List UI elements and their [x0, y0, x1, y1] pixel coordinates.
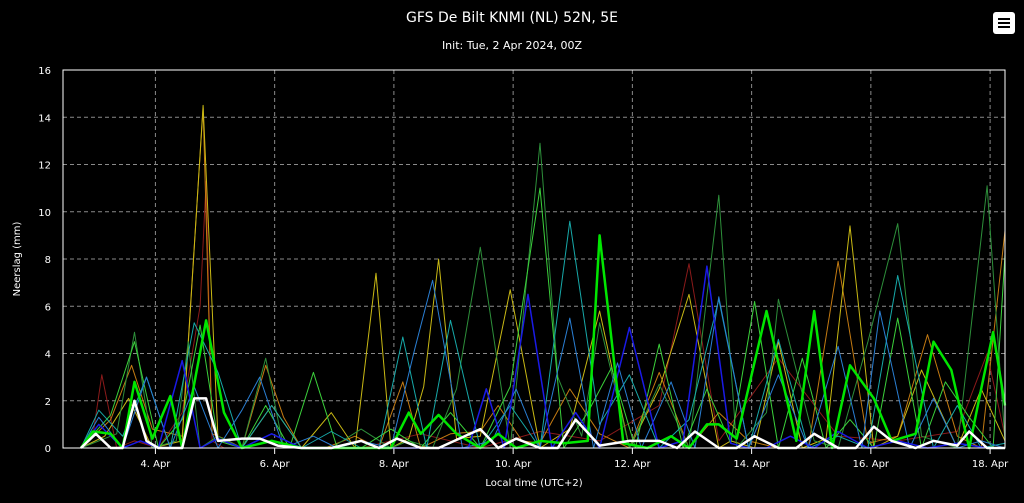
chart-menu-button[interactable]: [993, 12, 1015, 34]
series-group: [79, 104, 1007, 450]
series-line-5: [80, 187, 1006, 449]
x-tick-label: 4. Apr: [140, 459, 171, 470]
y-tick-label: 16: [38, 66, 51, 77]
y-tick-label: 2: [45, 397, 51, 408]
x-tick-label: 14. Apr: [733, 459, 770, 470]
series-line-9: [79, 234, 1007, 450]
chart-subtitle: Init: Tue, 2 Apr 2024, 00Z: [441, 39, 583, 52]
x-tick-label: 6. Apr: [260, 459, 291, 470]
y-tick-label: 10: [38, 208, 51, 219]
series-line-10: [80, 397, 1005, 450]
series-line-8: [80, 265, 1005, 449]
series-line-4: [80, 142, 1006, 449]
x-axis-title: Local time (UTC+2): [485, 478, 582, 489]
y-tick-label: 14: [38, 113, 51, 124]
series-line-2: [80, 107, 1006, 449]
y-tick-label: 0: [45, 444, 51, 455]
x-tick-label: 16. Apr: [853, 459, 890, 470]
y-axis-title: Neerslag (mm): [12, 221, 23, 296]
x-tick-label: 18. Apr: [972, 459, 1009, 470]
tick-labels: 0 2 4 6 8 10 12 14 16 4. Apr 6. Apr 8. Apr 10. Apr 12…: [38, 66, 1009, 470]
y-tick-label: 4: [45, 350, 51, 361]
x-tick-label: 12. Apr: [614, 459, 651, 470]
plot-frame: [62, 69, 1006, 449]
chart-title: GFS De Bilt KNMI (NL) 52N, 5E: [405, 10, 619, 26]
y-tick-label: 6: [45, 302, 51, 313]
x-tick-label: 10. Apr: [495, 459, 532, 470]
grid: [63, 70, 1005, 454]
hamburger-icon: [998, 18, 1010, 20]
hamburger-icon: [998, 26, 1010, 28]
axes: [62, 69, 1006, 449]
y-tick-label: 8: [45, 255, 51, 266]
x-tick-label: 8. Apr: [379, 459, 410, 470]
hamburger-icon: [998, 22, 1010, 24]
series-line-3: [80, 104, 1006, 449]
y-tick-label: 12: [38, 161, 51, 172]
